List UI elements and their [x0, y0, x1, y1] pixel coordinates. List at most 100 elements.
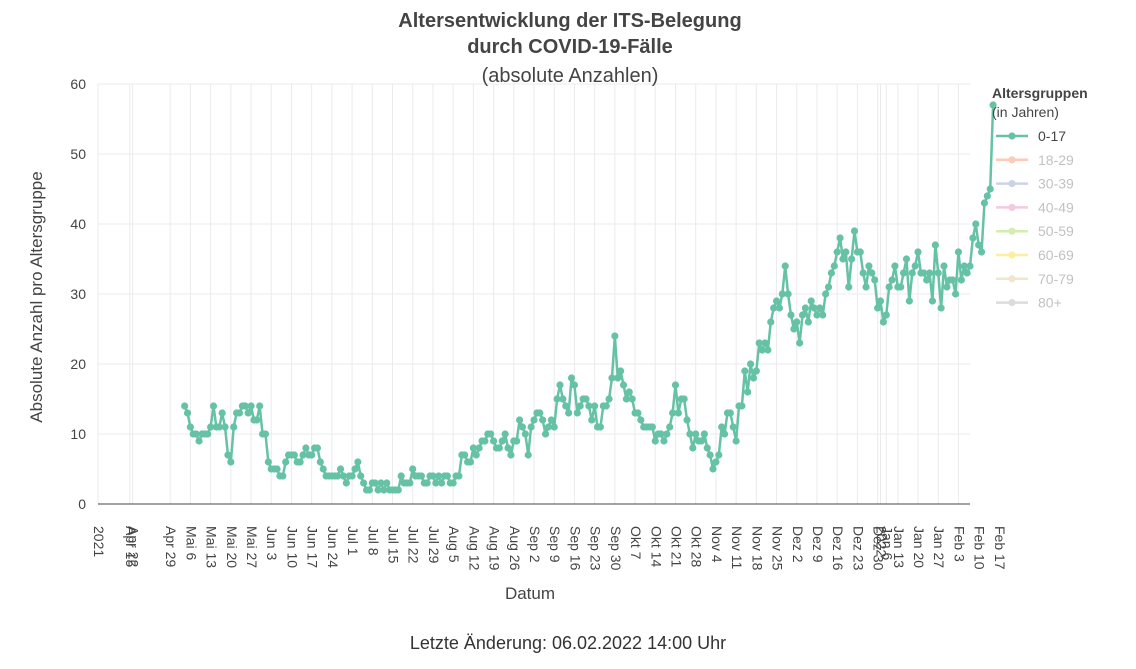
- data-point[interactable]: [628, 395, 636, 403]
- data-point[interactable]: [308, 451, 316, 459]
- data-point[interactable]: [466, 458, 475, 466]
- data-point[interactable]: [394, 486, 402, 494]
- data-point[interactable]: [897, 283, 905, 291]
- data-point[interactable]: [848, 255, 856, 263]
- data-point[interactable]: [726, 409, 734, 417]
- data-point[interactable]: [931, 241, 939, 249]
- data-point[interactable]: [244, 409, 252, 417]
- data-point[interactable]: [296, 458, 304, 466]
- data-point[interactable]: [591, 402, 599, 410]
- data-point[interactable]: [279, 472, 287, 480]
- data-point[interactable]: [657, 430, 665, 438]
- data-point[interactable]: [360, 479, 368, 487]
- data-point[interactable]: [227, 458, 235, 466]
- data-point[interactable]: [507, 451, 515, 459]
- data-point[interactable]: [443, 472, 451, 480]
- data-point[interactable]: [891, 262, 899, 270]
- legend-item-30-39[interactable]: 30-39: [996, 176, 1074, 192]
- legend-item-18-29[interactable]: 18-29: [996, 152, 1074, 168]
- data-point[interactable]: [874, 304, 882, 312]
- data-point[interactable]: [273, 465, 281, 473]
- data-point[interactable]: [749, 374, 758, 382]
- data-point[interactable]: [588, 416, 596, 424]
- data-point[interactable]: [660, 437, 668, 445]
- data-point[interactable]: [342, 479, 350, 487]
- data-point[interactable]: [585, 402, 593, 410]
- data-point[interactable]: [772, 297, 781, 305]
- data-point[interactable]: [299, 451, 307, 459]
- data-point[interactable]: [515, 416, 524, 424]
- data-point[interactable]: [744, 388, 752, 396]
- data-point[interactable]: [920, 269, 928, 277]
- data-point[interactable]: [784, 290, 792, 298]
- data-point[interactable]: [963, 269, 971, 277]
- data-point[interactable]: [573, 409, 581, 417]
- data-point[interactable]: [957, 276, 965, 284]
- data-point[interactable]: [905, 297, 913, 305]
- data-point[interactable]: [911, 262, 919, 270]
- data-point[interactable]: [761, 339, 769, 347]
- data-point[interactable]: [290, 451, 298, 459]
- data-point[interactable]: [455, 472, 463, 480]
- data-point[interactable]: [547, 416, 555, 424]
- data-point[interactable]: [183, 409, 192, 417]
- data-point[interactable]: [718, 423, 726, 431]
- data-point[interactable]: [925, 269, 934, 277]
- data-point[interactable]: [651, 437, 659, 445]
- data-point[interactable]: [550, 423, 558, 431]
- data-point[interactable]: [914, 248, 922, 256]
- data-point[interactable]: [949, 276, 957, 284]
- data-point[interactable]: [729, 423, 737, 431]
- data-point[interactable]: [923, 276, 931, 284]
- data-point[interactable]: [902, 255, 911, 263]
- data-point[interactable]: [406, 479, 414, 487]
- data-point[interactable]: [207, 423, 215, 431]
- legend-item-60-69[interactable]: 60-69: [996, 247, 1074, 263]
- data-point[interactable]: [570, 381, 579, 389]
- data-point[interactable]: [845, 283, 853, 291]
- data-point[interactable]: [541, 430, 550, 438]
- data-point[interactable]: [842, 248, 850, 256]
- data-point[interactable]: [738, 402, 746, 410]
- data-point[interactable]: [928, 297, 937, 305]
- data-point[interactable]: [876, 297, 885, 305]
- data-point[interactable]: [181, 402, 189, 410]
- data-point[interactable]: [764, 346, 772, 354]
- data-point[interactable]: [423, 479, 431, 487]
- data-point[interactable]: [253, 416, 261, 424]
- data-point[interactable]: [807, 297, 815, 305]
- data-point[interactable]: [469, 444, 477, 452]
- data-point[interactable]: [316, 458, 324, 466]
- data-point[interactable]: [865, 262, 873, 270]
- data-point[interactable]: [504, 444, 512, 452]
- data-point[interactable]: [576, 402, 584, 410]
- data-point[interactable]: [813, 311, 821, 319]
- data-point[interactable]: [977, 248, 986, 256]
- data-point[interactable]: [634, 409, 642, 417]
- data-point[interactable]: [215, 423, 223, 431]
- data-point[interactable]: [856, 248, 864, 256]
- data-point[interactable]: [435, 472, 443, 480]
- data-point[interactable]: [712, 458, 720, 466]
- data-point[interactable]: [697, 437, 706, 445]
- data-point[interactable]: [377, 479, 385, 487]
- data-point[interactable]: [810, 304, 818, 312]
- data-point[interactable]: [204, 430, 212, 438]
- data-point[interactable]: [827, 269, 836, 277]
- data-point[interactable]: [556, 381, 564, 389]
- data-point[interactable]: [752, 367, 760, 375]
- data-point[interactable]: [602, 402, 610, 410]
- data-point[interactable]: [559, 395, 567, 403]
- data-point[interactable]: [397, 472, 405, 480]
- data-point[interactable]: [862, 283, 870, 291]
- data-point[interactable]: [605, 395, 613, 403]
- data-point[interactable]: [282, 458, 290, 466]
- data-point[interactable]: [501, 430, 509, 438]
- data-point[interactable]: [888, 276, 896, 284]
- data-point[interactable]: [859, 269, 867, 277]
- data-point[interactable]: [951, 290, 960, 298]
- data-point[interactable]: [830, 262, 838, 270]
- data-point[interactable]: [221, 423, 229, 431]
- data-point[interactable]: [767, 318, 775, 326]
- data-point[interactable]: [357, 472, 365, 480]
